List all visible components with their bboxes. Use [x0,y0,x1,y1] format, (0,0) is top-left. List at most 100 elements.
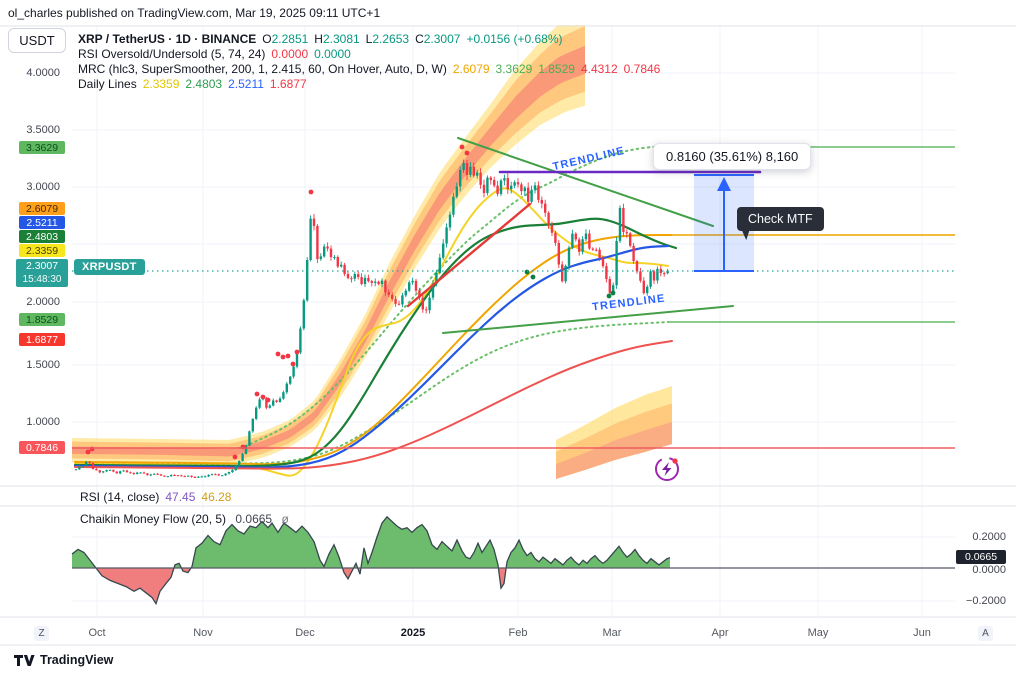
oversold-signal-dot [606,293,612,299]
mrc-band-layer [556,403,672,479]
mrc-indicator-title[interactable]: MRC (hlc3, SuperSmoother, 200, 1, 2.415,… [78,62,447,76]
candle-body [112,469,115,472]
candle-body [119,471,122,474]
candle-body [272,400,275,406]
time-label-Dec[interactable]: Dec [295,627,315,639]
candle-body [635,261,639,272]
candle-body [299,328,302,353]
candle-body [506,178,509,190]
candle-body [465,162,469,175]
time-label-Nov[interactable]: Nov [193,627,213,639]
overlay-mrc-lower-band-dotted[interactable] [84,321,669,465]
symbol-price-tag[interactable]: XRPUSDT [74,259,145,275]
overbought-signal-dot [285,353,291,359]
candle-body [329,248,333,258]
symbol-legend-row[interactable]: XRP / TetherUS · 1D · BINANCE O2.2851 H2.3… [78,32,563,46]
price-level-badge-1.8529: 1.8529 [19,313,65,326]
candle-body [142,472,146,474]
candle-body [411,280,414,283]
candle-body [533,185,537,190]
time-label-2025[interactable]: 2025 [400,627,426,639]
red-support-trendline[interactable] [406,202,532,308]
candle-body [166,476,169,478]
cmf-zero-icon[interactable]: ø [281,512,289,526]
overlay-mrc-upper-band-dotted[interactable] [239,145,669,449]
mrc-legend-row[interactable]: MRC (hlc3, SuperSmoother, 200, 1, 2.415,… [78,62,660,76]
candle-body [384,280,387,293]
descending-trendline[interactable] [457,137,714,227]
candle-body [578,239,581,252]
candle-body [431,283,435,298]
price-tick-2.0000: 2.0000 [26,296,60,308]
check-mtf-tooltip[interactable]: Check MTF [737,207,824,241]
time-label-May[interactable]: May [807,627,829,639]
overbought-signal-dot [459,144,465,150]
candle-body [88,461,91,464]
rsi-legend-value-0: 0.0000 [271,47,309,61]
daily-lines-legend-row[interactable]: Daily Lines 2.3359 2.4803 2.5211 1.6877 [78,77,307,91]
candle-body [340,264,343,267]
cmf-pane-header[interactable]: Chaikin Money Flow (20, 5) 0.0665 ø [80,512,289,526]
overlay-daily-line-red[interactable] [74,340,673,470]
candle-body [255,407,258,419]
candle-body [625,232,628,234]
candle-body [115,471,118,474]
overbought-signal-dot [280,354,286,360]
overbought-signal-dot [275,351,281,357]
candle-body [244,445,248,454]
candle-body [136,472,139,474]
candle-body [588,233,591,249]
candle-body [520,184,523,192]
candle-body [200,476,203,478]
oversold-signal-dot [524,269,530,275]
time-label-Mar[interactable]: Mar [602,627,622,639]
rsi-pane-title[interactable]: RSI (14, close) [80,490,160,504]
rsi-pane-value-0: 47.45 [165,490,196,504]
rsi-overbought-legend-row[interactable]: RSI Oversold/Undersold (5, 74, 24) 0.0000… [78,47,351,61]
candle-body [513,182,516,186]
candle-body [78,466,81,470]
overlay-daily-line-green[interactable] [73,217,678,468]
candle-body [408,282,411,291]
shortcut-badge-z[interactable]: Z [34,626,49,641]
rsi-indicator-title[interactable]: RSI Oversold/Undersold (5, 74, 24) [78,47,266,61]
ascending-trendline[interactable] [442,305,734,334]
time-label-Oct[interactable]: Oct [88,627,106,639]
overlay-daily-line-yellow[interactable] [74,187,669,477]
tradingview-brand-text: TradingView [40,653,114,667]
overlay-daily-line-blue[interactable] [73,244,670,469]
cmf-pane-title[interactable]: Chaikin Money Flow (20, 5) [80,512,227,526]
time-label-Jun[interactable]: Jun [913,627,931,639]
time-label-Feb[interactable]: Feb [508,627,528,639]
price-pane[interactable] [72,12,678,479]
candle-body [312,218,316,226]
rsi-pane-value-1: 46.28 [201,490,232,504]
symbol-title[interactable]: XRP / TetherUS · 1D · BINANCE [78,32,257,46]
current-price-value: 2.3007 [25,260,59,272]
tradingview-brand[interactable]: TradingView [13,652,113,668]
candle-body [442,243,445,258]
ohlc-h: H2.3081 [314,32,360,46]
candle-body [285,383,288,393]
tooltip-tail [737,227,750,241]
candle-body [561,264,564,282]
overbought-signal-dot [260,394,266,400]
change-value: +0.0156 (+0.68%) [466,32,563,46]
mrc-legend-value-0: 2.6079 [452,62,490,76]
daily-lines-title[interactable]: Daily Lines [78,77,137,91]
candle-body [642,280,645,294]
candle-body [622,207,625,233]
current-price-badge: 2.3007 15:48:30 [16,259,68,287]
time-label-Apr[interactable]: Apr [711,627,729,639]
candle-body [455,186,458,197]
candle-body [663,273,666,275]
shortcut-badge-a[interactable]: A [978,626,993,641]
candle-body [217,474,220,476]
currency-toggle-button[interactable]: USDT [8,28,66,53]
candle-body [360,277,363,284]
candle-body [309,218,312,261]
candle-body [564,265,567,282]
price-range-measure-label[interactable]: 0.8160 (35.61%) 8,160 [653,143,812,170]
rsi-pane-header[interactable]: RSI (14, close) 47.45 46.28 [80,490,231,504]
